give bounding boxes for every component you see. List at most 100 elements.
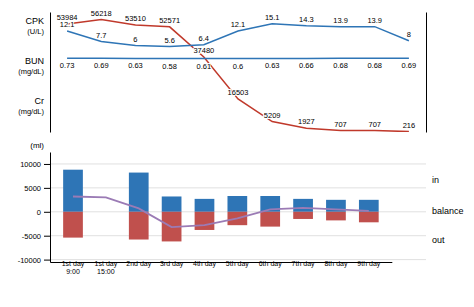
x-tick-label: 1st day9:00 — [62, 260, 85, 275]
x-tick-label-line: 7th day — [292, 260, 315, 268]
series-labels: inoutbalance — [432, 175, 464, 246]
x-tick: 8th day — [324, 260, 347, 268]
y-tick: 5000 — [24, 184, 50, 193]
bar — [326, 212, 346, 221]
balance-line — [73, 196, 369, 227]
data-label: 0.63 — [265, 61, 280, 70]
x-axis: 1st day9:00 1st day15:00 2nd day 3rd day 4th… — [51, 260, 393, 275]
bar — [293, 199, 313, 212]
data-label: 37480 — [193, 46, 214, 55]
y2-axis-line — [426, 13, 427, 133]
data-label: 0.63 — [128, 61, 143, 70]
data-label: 6 — [133, 35, 137, 44]
y-tick-label: 10000 — [20, 160, 41, 169]
x-tick-label: 8th day — [324, 260, 347, 268]
chart-root: 5398456218535105257137480165035209192770… — [0, 0, 474, 307]
data-label: 56218 — [91, 9, 112, 18]
bar — [63, 170, 83, 212]
x-tick-label: 5th day — [226, 260, 249, 268]
y-tick-label: 0 — [37, 208, 41, 217]
data-label: 0.73 — [60, 61, 75, 70]
series-line — [67, 57, 409, 59]
y2-axis — [426, 13, 427, 133]
x-tick-label-line: 2nd day — [126, 260, 151, 268]
series-label: CPK — [25, 16, 44, 26]
y-tick-label: 5000 — [24, 184, 41, 193]
y-tick: 0 — [37, 208, 50, 217]
data-label: 0.6 — [233, 62, 243, 71]
x-tick: 3rd day — [160, 260, 184, 268]
bar — [293, 212, 313, 219]
bar — [63, 212, 83, 238]
x-tick: 1st day15:00 — [95, 260, 118, 275]
data-labels: 5398456218535105257137480165035209192770… — [57, 9, 417, 130]
data-label: 53510 — [125, 14, 146, 23]
data-label: 16503 — [228, 88, 249, 97]
data-label: 5209 — [264, 111, 281, 120]
data-label: 12.1 — [231, 20, 246, 29]
data-label: 0.68 — [367, 61, 382, 70]
data-label: 7.7 — [96, 31, 106, 40]
series-line — [67, 20, 409, 132]
chart-svg: 5398456218535105257137480165035209192770… — [0, 0, 474, 307]
y-tick-mark — [44, 164, 50, 165]
y-tick-label: -10000 — [18, 256, 41, 265]
data-label: 0.69 — [402, 61, 417, 70]
x-tick-label: 3rd day — [160, 260, 184, 268]
x-tick-label: 1st day15:00 — [95, 260, 118, 275]
data-label: 5.6 — [164, 36, 174, 45]
y-axis: -10000 -5000 0 5000 10000 — [18, 153, 51, 265]
bar — [96, 211, 116, 212]
x-tick-label: 7th day — [292, 260, 315, 268]
x-tick: 5th day — [226, 260, 249, 268]
series-label: Cr — [35, 96, 45, 106]
grid-line — [50, 163, 426, 164]
y-tick-mark — [44, 260, 50, 261]
y-axis — [50, 13, 51, 133]
x-tick-label-line: 6th day — [259, 260, 282, 268]
data-label: 0.68 — [333, 61, 348, 70]
grid-line — [50, 235, 426, 236]
y-axis-line — [50, 13, 51, 133]
data-label: 52571 — [159, 16, 180, 25]
x-tick-label-line: 4th day — [193, 260, 216, 268]
y-tick-mark — [44, 236, 50, 237]
x-tick: 7th day — [292, 260, 315, 268]
data-label: 13.9 — [333, 16, 348, 25]
x-tick-label: 9th day — [357, 260, 380, 268]
data-label: 15.1 — [265, 13, 280, 22]
y-tick: -5000 — [22, 232, 50, 241]
y-axis-line — [50, 153, 51, 263]
series-unit: (mg/dL) — [18, 67, 44, 76]
plot-area — [67, 20, 409, 132]
data-label: 707 — [334, 120, 347, 129]
y-tick-label: -5000 — [22, 232, 41, 241]
x-tick: 2nd day — [126, 260, 151, 268]
x-tick-label-line: 15:00 — [97, 268, 115, 275]
data-label: 0.58 — [162, 62, 177, 71]
x-tick: 1st day9:00 — [62, 260, 85, 275]
data-label: 14.3 — [299, 15, 314, 24]
bar — [162, 196, 182, 211]
data-label: 12.1 — [60, 20, 75, 29]
x-tick-label: 4th day — [193, 260, 216, 268]
bar — [227, 196, 247, 212]
grid — [50, 164, 426, 260]
plot-area — [63, 170, 379, 242]
series-label: out — [432, 235, 445, 245]
x-tick: 9th day — [357, 260, 380, 268]
bar — [195, 212, 215, 230]
bar — [260, 212, 280, 227]
bar — [195, 199, 215, 212]
y-axis-title: (ml) — [30, 141, 44, 150]
x-tick-label-line: 9th day — [357, 260, 380, 268]
series-label: BUN — [25, 56, 44, 66]
x-tick-label: 6th day — [259, 260, 282, 268]
data-label: 6.4 — [199, 34, 209, 43]
series-label: balance — [432, 206, 464, 216]
x-tick-label-line: 8th day — [324, 260, 347, 268]
x-tick-label: 2nd day — [126, 260, 151, 268]
data-label: 0.66 — [299, 61, 314, 70]
bar — [96, 211, 116, 212]
data-label: 707 — [368, 120, 381, 129]
